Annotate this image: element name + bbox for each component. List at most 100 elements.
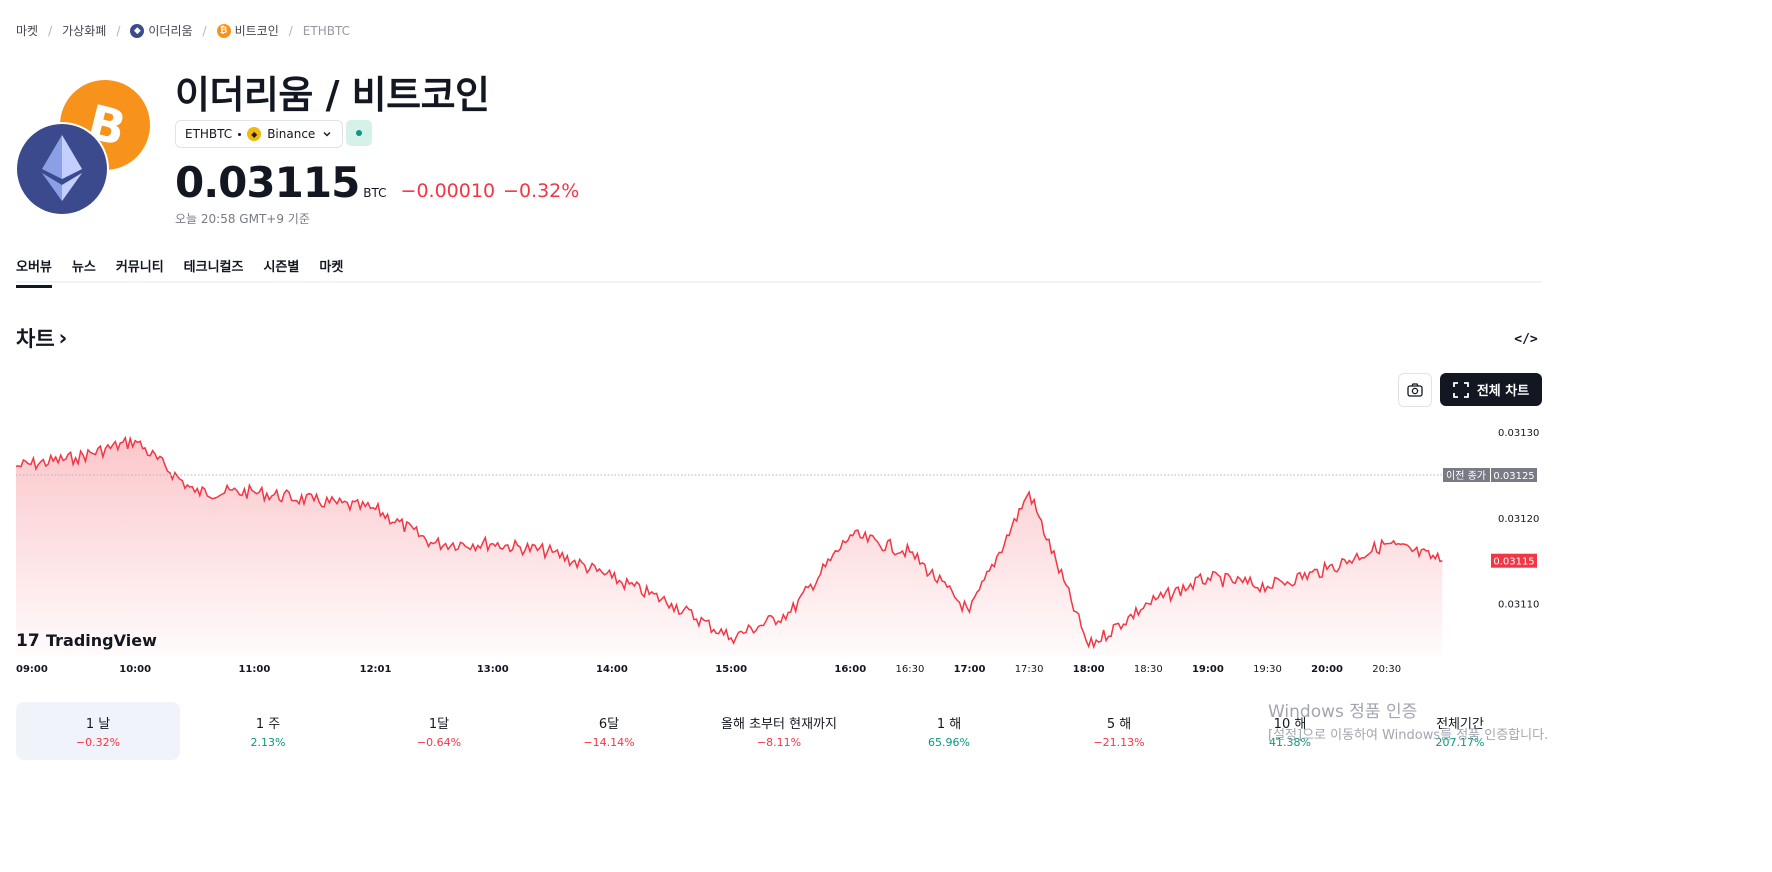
tab-technicals[interactable]: 테크니컬즈: [183, 260, 244, 275]
bitcoin-icon: ₿: [216, 23, 231, 38]
period-change: −14.14%: [583, 736, 635, 749]
full-chart-label: 전체 차트: [1476, 384, 1530, 399]
section-title: 차트: [16, 327, 55, 351]
period-change: 41.38%: [1269, 736, 1311, 749]
x-tick-label: 12:01: [360, 664, 392, 675]
exchange-label: Binance: [267, 127, 316, 141]
breadcrumb-label: 마켓: [16, 24, 39, 38]
page-tabs: 오버뷰 뉴스 커뮤니티 테크니컬즈 시즌별 마켓: [16, 256, 343, 288]
symbol-exchange-selector[interactable]: ETHBTC ◆ Binance: [175, 120, 344, 148]
prev-close-value: 0.03125: [1493, 471, 1534, 482]
prev-close-value-tag: [1491, 468, 1537, 482]
period-button[interactable]: 1 주 2.13%: [193, 702, 343, 760]
breadcrumb: 마켓 / 가상화폐 / ◆ 이더리움 / ₿ 비트코인 / ETHBTC: [16, 22, 350, 39]
period-button[interactable]: 1 날 −0.32%: [16, 702, 180, 760]
period-button[interactable]: 전체기간 207.17%: [1385, 702, 1535, 760]
chart-section-link[interactable]: 차트 ›: [16, 323, 67, 353]
status-dot: [356, 130, 362, 136]
last-price-tag: [1491, 553, 1537, 568]
breadcrumb-label: 가상화폐: [62, 24, 107, 38]
performance-periods: 1 날 −0.32% 1 주 2.13% 1달 −0.64% 6달 −14.14% 올해 초부터…: [16, 702, 1542, 760]
period-label: 1 날: [85, 717, 111, 732]
breadcrumb-separator: /: [288, 23, 293, 38]
fullscreen-icon: [1452, 381, 1469, 398]
x-tick-label: 17:30: [1015, 664, 1044, 675]
period-button[interactable]: 올해 초부터 현재까지 −8.11%: [704, 702, 854, 760]
period-button[interactable]: 1달 −0.64%: [364, 702, 514, 760]
x-tick-label: 17:00: [954, 664, 986, 675]
breadcrumb-label: 이더리움: [148, 24, 193, 38]
breadcrumb-bitcoin[interactable]: ₿ 비트코인: [216, 22, 279, 39]
embed-code-button[interactable]: </>: [1514, 331, 1538, 347]
price-timestamp: 오늘 20:58 GMT+9 기준: [175, 212, 310, 226]
period-label: 1 주: [255, 717, 281, 732]
period-button[interactable]: 5 해 −21.13%: [1044, 702, 1194, 760]
price-currency: BTC: [363, 186, 387, 200]
period-label: 올해 초부터 현재까지: [721, 717, 837, 732]
price-chart[interactable]: 이전 종가 0.03125 0.03130 0.03120 0.03110 0.03115…: [0, 415, 1545, 685]
price-area-fill: [16, 437, 1443, 655]
x-tick-label: 14:00: [596, 664, 628, 675]
svg-text:𝟭𝟳: 𝟭𝟳: [16, 631, 40, 651]
binance-icon: ◆: [247, 127, 262, 141]
last-price-label: 0.03115: [1493, 557, 1534, 568]
windows-activation-watermark: Windows 정품 인증 [설정]으로 이동하여 Windows를 정품 인증…: [1268, 697, 1548, 743]
period-change: −8.11%: [756, 736, 802, 749]
breadcrumb-separator: /: [116, 23, 121, 38]
pair-logo: B: [16, 80, 150, 216]
x-tick-label: 20:30: [1372, 664, 1401, 675]
period-label: 전체기간: [1436, 717, 1484, 732]
separator-dot: [238, 132, 242, 136]
ethereum-icon: ◆: [130, 23, 145, 38]
full-chart-button[interactable]: 전체 차트: [1440, 373, 1542, 406]
period-change: 207.17%: [1435, 736, 1485, 749]
x-tick-label: 13:00: [477, 664, 509, 675]
price-change: −0.00010: [400, 180, 496, 202]
y-tick-label: 0.03120: [1498, 514, 1539, 525]
period-label: 1 해: [936, 717, 962, 732]
x-tick-label: 20:00: [1311, 664, 1343, 675]
x-tick-label: 11:00: [238, 664, 270, 675]
tab-news[interactable]: 뉴스: [71, 260, 96, 275]
period-change: −21.13%: [1093, 736, 1145, 749]
x-tick-label: 09:00: [16, 664, 48, 675]
price-change-percent: −0.32%: [503, 180, 580, 202]
tab-seasonals[interactable]: 시즌별: [263, 260, 300, 275]
x-tick-label: 16:00: [834, 664, 866, 675]
period-button[interactable]: 1 해 65.96%: [874, 702, 1024, 760]
x-tick-label: 19:30: [1253, 664, 1282, 675]
market-open-status[interactable]: [346, 120, 372, 146]
tradingview-logo[interactable]: 𝟭𝟳 TradingView: [16, 631, 157, 651]
period-button[interactable]: 6달 −14.14%: [534, 702, 684, 760]
period-label: 1달: [428, 717, 450, 732]
period-label: 5 해: [1106, 717, 1132, 732]
chevron-right-icon: ›: [58, 326, 68, 350]
tab-markets[interactable]: 마켓: [319, 260, 344, 275]
period-change: −0.64%: [416, 736, 462, 749]
period-change: 2.13%: [250, 736, 286, 749]
y-tick-label: 0.03130: [1498, 428, 1539, 439]
tab-community[interactable]: 커뮤니티: [115, 260, 164, 275]
period-label: 10 해: [1273, 717, 1307, 732]
prev-close-tag: [1443, 468, 1490, 482]
breadcrumb-label: ETHBTC: [302, 23, 350, 38]
x-tick-label: 18:30: [1134, 664, 1163, 675]
breadcrumb-market[interactable]: 마켓: [16, 22, 38, 39]
watermark-title: Windows 정품 인증: [1268, 702, 1418, 722]
ethereum-icon: [16, 122, 109, 216]
tradingview-brand: TradingView: [46, 631, 157, 650]
breadcrumb-separator: /: [202, 23, 207, 38]
snapshot-button[interactable]: [1398, 373, 1432, 407]
breadcrumb-crypto[interactable]: 가상화폐: [62, 22, 106, 39]
tab-overview[interactable]: 오버뷰: [16, 256, 52, 288]
tabs-divider: [16, 281, 1542, 283]
x-tick-label: 10:00: [119, 664, 151, 675]
price-line: [15, 435, 1443, 650]
y-tick-label: 0.03110: [1498, 600, 1539, 611]
breadcrumb-ethereum[interactable]: ◆ 이더리움: [130, 22, 193, 39]
period-change: 65.96%: [928, 736, 970, 749]
period-button[interactable]: 10 해 41.38%: [1215, 702, 1365, 760]
period-change: −0.32%: [75, 736, 121, 749]
watermark-text: [설정]으로 이동하여 Windows를 정품 인증합니다.: [1268, 728, 1549, 743]
breadcrumb-current: ETHBTC: [303, 24, 350, 38]
